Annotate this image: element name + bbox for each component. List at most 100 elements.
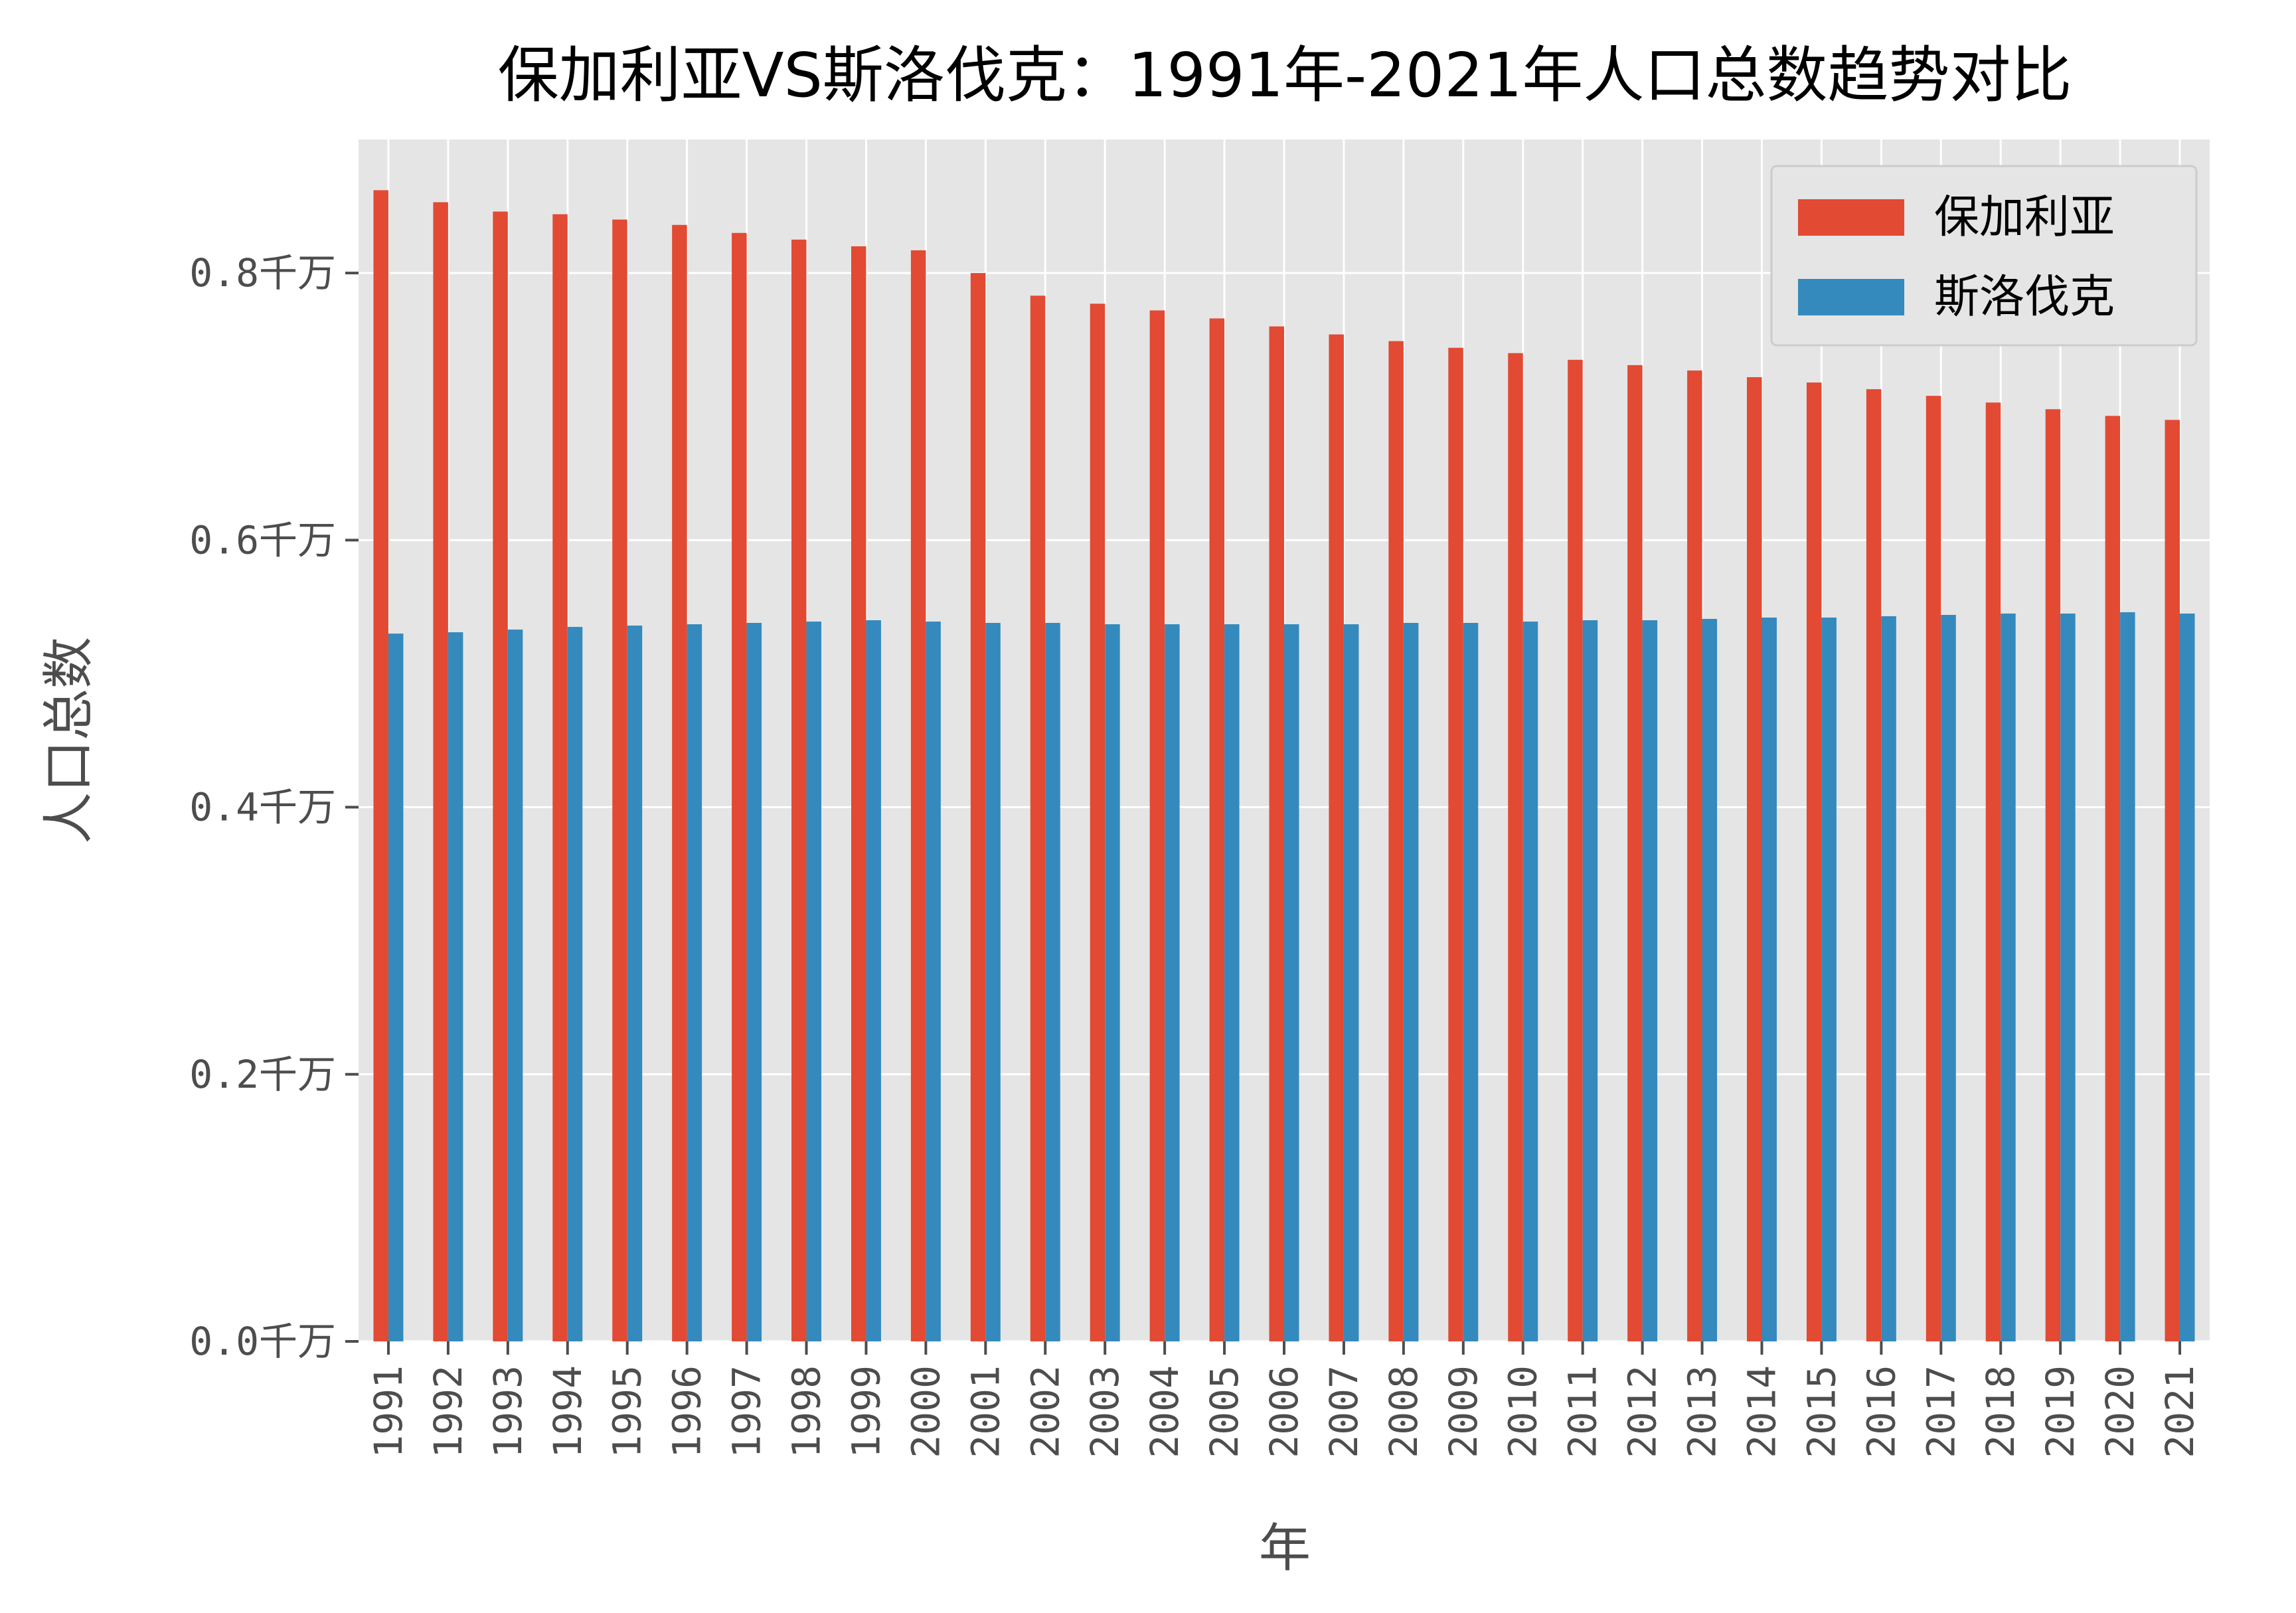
bar-slovakia-2010 (1522, 622, 1538, 1341)
x-tick-label: 2017 (1918, 1365, 1963, 1458)
y-axis-label: 人口总数 (39, 637, 99, 844)
bar-bulgaria-2012 (1627, 365, 1643, 1341)
bar-slovakia-1995 (627, 626, 643, 1341)
bar-bulgaria-2002 (1030, 296, 1046, 1341)
x-tick-label: 2019 (2038, 1365, 2083, 1458)
x-tick-label: 2003 (1082, 1365, 1127, 1458)
bar-bulgaria-2013 (1687, 370, 1702, 1341)
legend-swatch-bulgaria (1798, 199, 1904, 236)
bar-bulgaria-2017 (1926, 396, 1941, 1342)
bar-bulgaria-2006 (1269, 326, 1284, 1341)
x-tick-label: 2002 (1023, 1365, 1068, 1458)
bar-slovakia-2013 (1702, 618, 1718, 1341)
x-tick-label: 2008 (1381, 1365, 1426, 1458)
x-tick-label: 2018 (1978, 1365, 2023, 1458)
legend-label-slovakia: 斯洛伐克 (1934, 271, 2115, 323)
x-axis-label: 年 (1259, 1519, 1311, 1578)
bar-bulgaria-2010 (1508, 353, 1523, 1341)
bar-bulgaria-1994 (552, 214, 568, 1342)
bar-slovakia-1997 (746, 623, 762, 1341)
x-tick-label: 1996 (665, 1365, 710, 1458)
y-axis: 0.0千万 0.2千万 0.4千万 0.6千万 0.8千万 (189, 250, 359, 1364)
x-tick-label: 1992 (426, 1365, 471, 1458)
bar-slovakia-1996 (687, 624, 702, 1341)
x-tick-label: 2013 (1680, 1365, 1725, 1458)
x-tick-label: 1997 (724, 1365, 770, 1458)
y-tick-label: 0.2千万 (189, 1052, 336, 1097)
bar-bulgaria-1993 (493, 211, 508, 1342)
x-tick-label: 2016 (1858, 1365, 1904, 1458)
bar-bulgaria-2009 (1448, 347, 1463, 1341)
bar-bulgaria-1995 (612, 219, 627, 1342)
bar-slovakia-2014 (1762, 617, 1777, 1341)
bar-bulgaria-2020 (2105, 416, 2121, 1341)
y-tick-label: 0.6千万 (189, 517, 336, 562)
x-tick-label: 2005 (1202, 1365, 1247, 1458)
bar-slovakia-2003 (1105, 624, 1120, 1341)
bar-slovakia-2007 (1343, 624, 1359, 1341)
bar-bulgaria-1999 (851, 246, 866, 1341)
bar-slovakia-1994 (567, 627, 583, 1341)
y-tick-label: 0.0千万 (189, 1319, 336, 1364)
bar-slovakia-2020 (2120, 612, 2135, 1341)
y-tick-label: 0.4千万 (189, 785, 336, 830)
bar-bulgaria-2018 (1985, 402, 2001, 1341)
bar-bulgaria-2015 (1806, 382, 1822, 1341)
bar-slovakia-2006 (1284, 624, 1299, 1341)
bar-slovakia-2005 (1224, 624, 1240, 1341)
bar-slovakia-2001 (985, 623, 1001, 1341)
bar-slovakia-2002 (1045, 623, 1060, 1341)
bar-bulgaria-2005 (1209, 318, 1225, 1341)
bar-slovakia-2004 (1165, 624, 1180, 1341)
bar-bulgaria-2001 (970, 273, 986, 1342)
bar-slovakia-2016 (1881, 616, 1896, 1341)
x-tick-label: 2012 (1620, 1365, 1665, 1458)
x-tick-label: 2010 (1501, 1365, 1546, 1458)
legend-label-bulgaria: 保加利亚 (1934, 191, 2115, 244)
bar-slovakia-1992 (448, 632, 463, 1341)
x-tick-label: 1995 (605, 1365, 650, 1458)
x-tick-label: 2014 (1739, 1365, 1784, 1458)
bar-slovakia-2017 (1941, 614, 1956, 1341)
chart-title: 保加利亚VS斯洛伐克：1991年-2021年人口总数趋势对比 (498, 40, 2072, 111)
bar-slovakia-1999 (866, 620, 881, 1341)
bar-slovakia-1993 (507, 630, 523, 1341)
bar-bulgaria-2011 (1568, 359, 1583, 1342)
bar-slovakia-2019 (2060, 613, 2076, 1341)
legend-swatch-slovakia (1798, 279, 1904, 315)
x-tick-label: 1993 (485, 1365, 531, 1458)
bar-bulgaria-2014 (1747, 377, 1762, 1341)
x-tick-label: 2000 (903, 1365, 948, 1458)
bar-bulgaria-2008 (1388, 341, 1404, 1342)
bar-bulgaria-2007 (1329, 334, 1344, 1342)
bar-bulgaria-1997 (732, 232, 747, 1341)
x-tick-label: 2007 (1321, 1365, 1366, 1458)
bar-bulgaria-2021 (2165, 420, 2180, 1342)
x-tick-label: 2009 (1441, 1365, 1486, 1458)
x-tick-label: 2001 (963, 1365, 1008, 1458)
bar-slovakia-2021 (2180, 613, 2195, 1341)
bar-slovakia-2018 (2001, 613, 2016, 1341)
bars (373, 190, 2195, 1342)
x-tick-label: 2004 (1142, 1365, 1187, 1458)
x-tick-label: 2021 (2157, 1365, 2202, 1458)
bar-bulgaria-2004 (1149, 310, 1165, 1341)
bar-slovakia-1998 (806, 622, 821, 1341)
bar-slovakia-2000 (926, 622, 941, 1341)
x-tick-label: 2006 (1262, 1365, 1307, 1458)
x-tick-label: 2020 (2097, 1365, 2143, 1458)
x-tick-label: 2015 (1799, 1365, 1844, 1458)
bar-bulgaria-2016 (1866, 389, 1882, 1341)
bar-bulgaria-2003 (1090, 303, 1106, 1341)
x-tick-label: 1991 (366, 1365, 411, 1458)
bar-bulgaria-1991 (373, 190, 388, 1341)
x-tick-label: 2011 (1560, 1365, 1605, 1458)
bar-slovakia-2015 (1821, 617, 1837, 1341)
y-tick-label: 0.8千万 (189, 250, 336, 296)
bar-slovakia-2009 (1463, 623, 1479, 1341)
x-tick-label: 1999 (843, 1365, 888, 1458)
bar-bulgaria-2019 (2045, 409, 2061, 1342)
